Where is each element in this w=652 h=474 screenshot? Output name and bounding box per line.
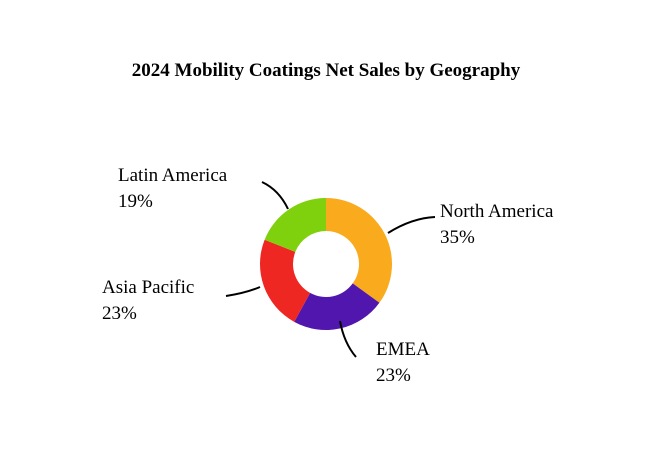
slice-value-label: 23% (376, 365, 411, 386)
donut-slice-emea (294, 283, 380, 331)
chart-title: 2024 Mobility Coatings Net Sales by Geog… (131, 60, 521, 81)
slice-value-label: 23% (102, 303, 137, 324)
slice-label: Latin America (118, 165, 228, 186)
slice-label: Asia Pacific (102, 277, 194, 298)
leader-line-emea (339, 320, 357, 358)
leader-line-asia-pacific (225, 286, 261, 297)
donut-slice-latin-america (264, 198, 326, 252)
donut-slice-north-america (326, 198, 393, 303)
slice-label: EMEA (376, 339, 430, 360)
slice-value-label: 35% (440, 227, 475, 248)
leader-line-latin-america (261, 181, 289, 210)
leader-line-north-america (387, 216, 436, 234)
slice-value-label: 19% (118, 191, 153, 212)
donut-slice-asia-pacific (260, 239, 311, 322)
slice-label: North America (440, 201, 554, 222)
